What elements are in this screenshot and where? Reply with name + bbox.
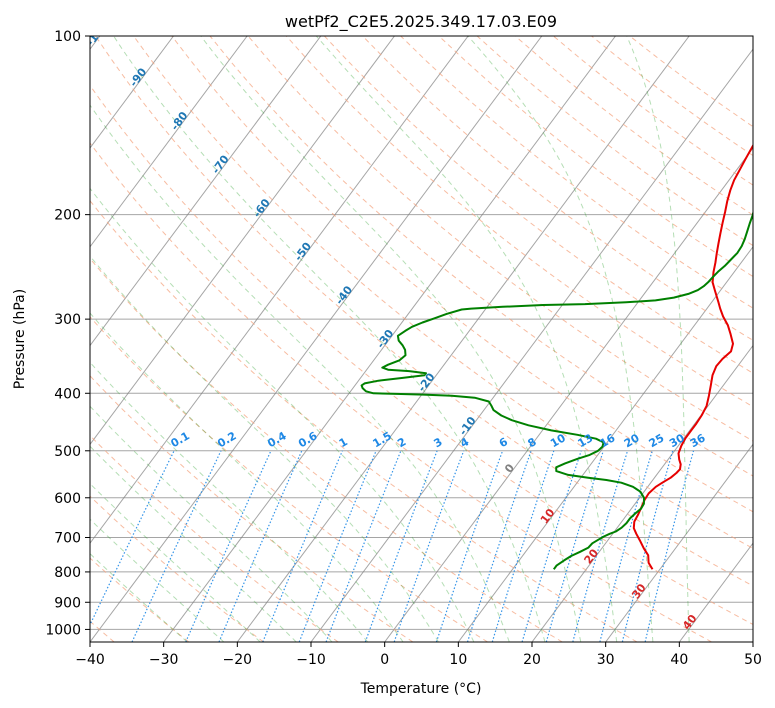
x-axis-label: Temperature (°C) (360, 681, 482, 697)
mixing-ratio-line (364, 450, 438, 642)
y-tick-label: 300 (54, 312, 81, 328)
dry-adiabat-line (95, 36, 753, 587)
x-tick-label: 0 (380, 652, 389, 668)
moist-adiabat-line (90, 104, 510, 642)
temperature-profile-line (632, 143, 753, 570)
plot-frame (89, 35, 754, 643)
isotherm-line (90, 36, 174, 149)
y-tick-label: 700 (54, 531, 81, 547)
data-series (360, 143, 753, 570)
isotherm-line (236, 36, 690, 642)
moist-adiabat-line (90, 312, 404, 642)
dry-adiabat-line (209, 36, 753, 477)
x-tick-label: −10 (296, 652, 326, 668)
dry-adiabat-line (362, 36, 753, 341)
isotherm-line (384, 147, 753, 642)
x-tick-label: 50 (744, 652, 762, 668)
moist-adiabat-line (90, 405, 333, 642)
isotherm-line (310, 48, 753, 642)
moist-adiabat-line (90, 482, 261, 642)
isotherm-line (90, 36, 543, 642)
isotherm-line (90, 36, 248, 248)
moist-adiabat-line (90, 187, 475, 642)
mixing-ratio-line (393, 450, 465, 642)
mixing-ratio-line (621, 450, 674, 642)
moist-adiabat-line (90, 361, 369, 642)
y-tick-label: 100 (54, 29, 81, 45)
y-tick-label: 1000 (45, 622, 81, 638)
isotherm-line (90, 36, 395, 446)
dry-adiabat-line (90, 142, 712, 642)
moist-adiabat-line (626, 36, 690, 642)
dry-adiabat-line (90, 375, 414, 642)
dry-adiabat-line (133, 36, 753, 549)
mixing-ratio-line (599, 450, 653, 642)
mixing-ratio-line (466, 450, 532, 642)
dewpoint-profile-line (360, 210, 753, 570)
isotherm-line (531, 344, 753, 642)
x-tick-label: 20 (523, 652, 541, 668)
dry-adiabat-line (90, 199, 638, 642)
mixing-ratio-line (521, 450, 582, 642)
plot-area (90, 36, 753, 642)
mixing-ratio-line (545, 450, 604, 642)
moist-adiabat-line (90, 445, 297, 642)
mixing-ratio-line (325, 450, 402, 642)
isotherm-line (90, 36, 469, 545)
x-tick-label: 40 (670, 652, 688, 668)
isotherm-line (605, 443, 753, 642)
x-tick-label: −30 (149, 652, 179, 668)
mixing-ratio-line (491, 450, 555, 642)
y-tick-label: 500 (54, 444, 81, 460)
mixing-ratio-line (298, 450, 377, 642)
mixing-ratio-line (435, 450, 504, 642)
x-tick-label: −40 (75, 652, 105, 668)
mixing-ratio-line (218, 450, 303, 642)
dry-adiabat-line (90, 557, 190, 642)
chart-title: wetPf2_C2E5.2025.349.17.03.E09 (285, 12, 557, 32)
isotherm-line (457, 245, 753, 642)
y-tick-label: 400 (54, 386, 81, 402)
dry-adiabat-line (90, 84, 753, 625)
isotherm-line (90, 36, 322, 347)
mixing-ratio-line (572, 450, 629, 642)
moist-adiabat-line (90, 255, 439, 642)
background-lines (90, 36, 753, 642)
y-axis-label: Pressure (hPa) (12, 289, 28, 389)
axis-ticks: −40 −30 −20 −10 0 10 20 30 40 50 100 200 300 400 500 60… (45, 29, 762, 668)
mixing-ratio-line (131, 450, 222, 642)
y-tick-label: 900 (54, 595, 81, 611)
mixing-ratio-line (185, 450, 272, 642)
x-tick-label: 30 (597, 652, 615, 668)
moist-adiabat-line (113, 36, 546, 642)
moist-adiabat-line (90, 552, 188, 642)
x-tick-label: 10 (449, 652, 467, 668)
dry-adiabat-line (171, 36, 753, 513)
y-tick-label: 800 (54, 565, 81, 581)
y-tick-label: 200 (54, 208, 81, 224)
dry-adiabat-line (285, 36, 753, 408)
mixing-ratio-line (262, 450, 343, 642)
moist-adiabat-line (467, 36, 654, 642)
isotherm-line (163, 36, 616, 642)
y-tick-label: 600 (54, 491, 81, 507)
moist-adiabat-line (200, 36, 582, 642)
x-tick-label: −20 (223, 652, 253, 668)
